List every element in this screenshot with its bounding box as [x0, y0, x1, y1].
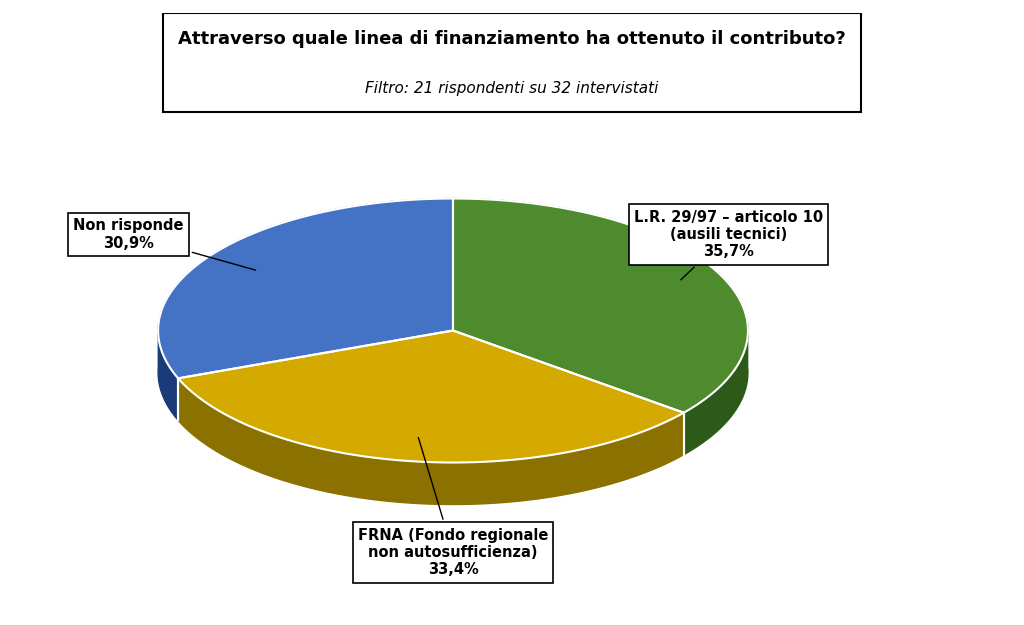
Text: Attraverso quale linea di finanziamento ha ottenuto il contributo?: Attraverso quale linea di finanziamento … [178, 31, 846, 49]
FancyBboxPatch shape [163, 12, 861, 111]
Text: Non risponde
30,9%: Non risponde 30,9% [74, 218, 256, 270]
Polygon shape [158, 199, 453, 378]
Polygon shape [178, 378, 684, 504]
Text: L.R. 29/97 – articolo 10
(ausili tecnici)
35,7%: L.R. 29/97 – articolo 10 (ausili tecnici… [634, 209, 823, 280]
Polygon shape [158, 326, 178, 421]
Polygon shape [684, 325, 748, 455]
Polygon shape [178, 331, 684, 462]
Text: Filtro: 21 rispondenti su 32 intervistati: Filtro: 21 rispondenti su 32 intervistat… [366, 81, 658, 96]
Text: FRNA (Fondo regionale
non autosufficienza)
33,4%: FRNA (Fondo regionale non autosufficienz… [357, 438, 548, 578]
Polygon shape [453, 199, 748, 412]
